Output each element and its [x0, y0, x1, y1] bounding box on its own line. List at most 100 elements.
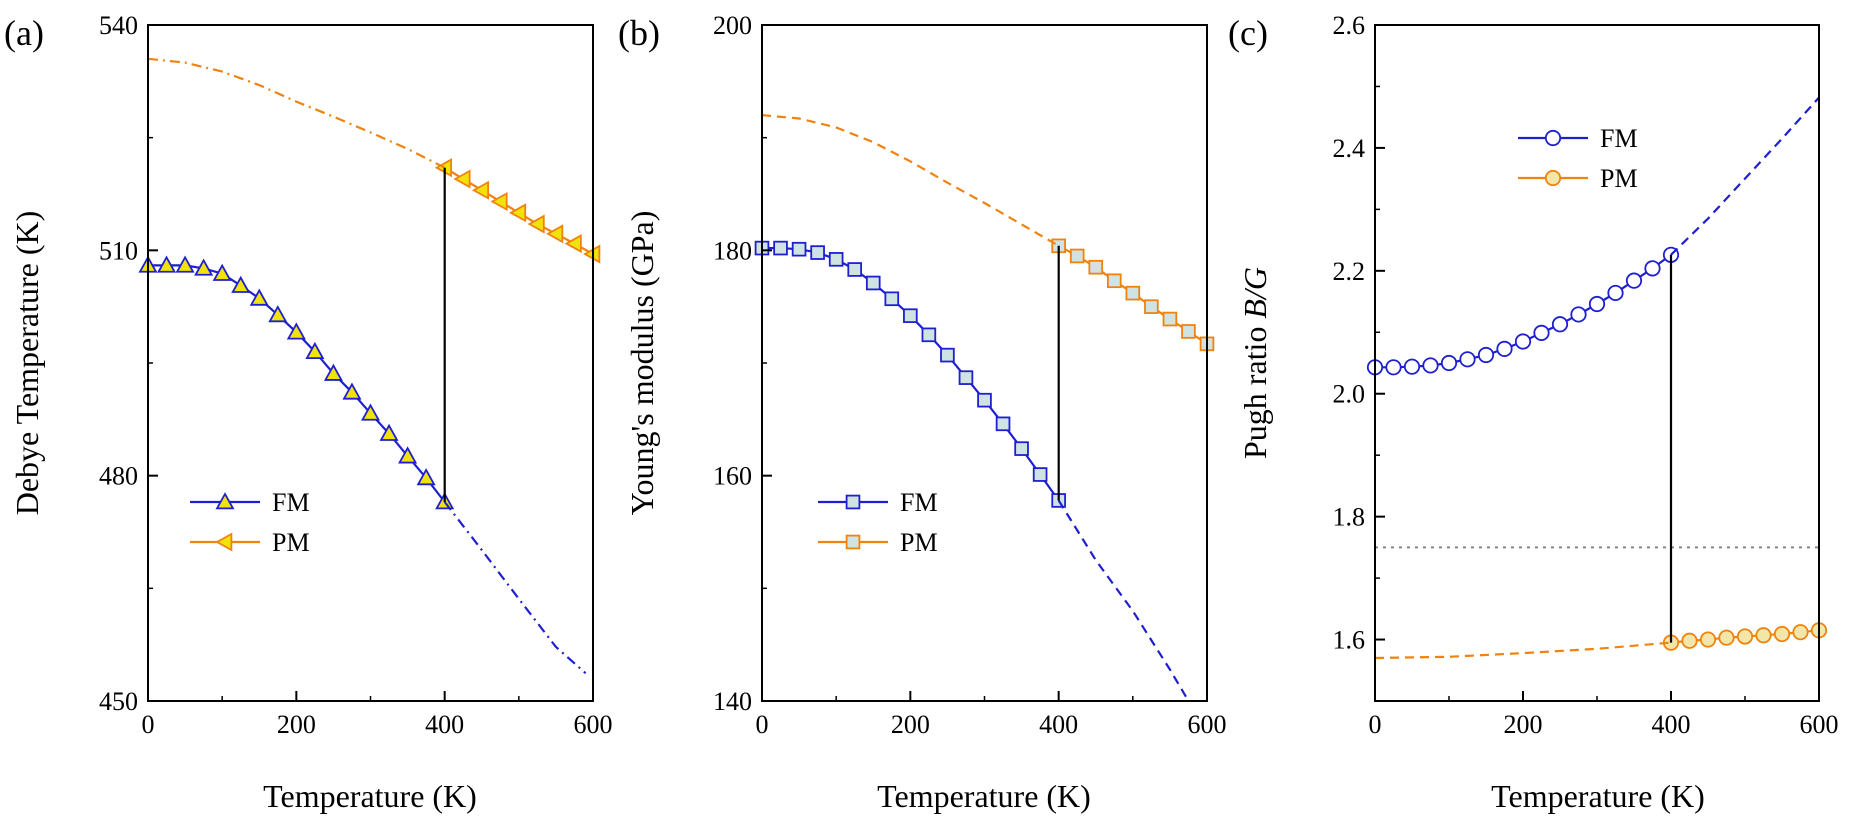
y-tick-label-b-2: 180	[713, 236, 752, 265]
y-axis-label-b: Young's modulus (GPa)	[624, 211, 660, 516]
panel-a: (a) 0 200 400 600 450 480 510 540 Temperature (…	[4, 11, 613, 814]
marker-c-fm-15	[1644, 260, 1661, 277]
marker-a-fm-4	[212, 263, 232, 281]
marker-c-fm-5	[1459, 351, 1476, 368]
marker-a-pm-1	[453, 169, 471, 189]
legend-label-c-fm: FM	[1600, 124, 1638, 153]
marker-b-fm-8	[903, 308, 918, 323]
legend-marker-b-fm	[845, 494, 861, 510]
y-tick-label-c-5: 2.6	[1333, 11, 1366, 40]
plot-area-b	[754, 114, 1215, 702]
y-tick-label-a-0: 450	[99, 687, 138, 716]
marker-b-fm-2	[791, 241, 807, 257]
marker-a-pm-3	[490, 191, 508, 212]
marker-a-fm-5	[231, 275, 251, 293]
marker-c-fm-11	[1570, 306, 1587, 323]
x-tick-label-a-1: 200	[277, 710, 316, 739]
marker-c-pm-4	[1736, 628, 1754, 645]
marker-b-fm-5	[847, 262, 863, 277]
x-tick-label-c-0: 0	[1369, 710, 1382, 739]
marker-c-pm-1	[1681, 632, 1698, 649]
ticks-a: 0 200 400 600 450 480 510 540	[99, 11, 613, 739]
series-c-fm	[1375, 253, 1672, 369]
legend-label-b-fm: FM	[900, 488, 938, 517]
series-b-pm-extrapolated	[761, 114, 1060, 247]
x-tick-label-c-1: 200	[1504, 710, 1543, 739]
marker-a-fm-2	[175, 255, 195, 273]
panel-c: (c) 0 200 400 600 1.6 1.8 2.0 2.2 2.4 2.6 Tempera…	[1228, 11, 1839, 814]
marker-b-fm-12	[977, 392, 992, 408]
marker-b-pm-4	[1125, 285, 1141, 301]
y-tick-label-c-0: 1.6	[1333, 626, 1366, 655]
marker-a-pm-5	[527, 214, 545, 234]
marker-c-pm-3	[1718, 629, 1735, 646]
legend-label-a-pm: PM	[272, 528, 310, 557]
marker-a-pm-4	[508, 203, 527, 223]
marker-a-fm-1	[157, 255, 177, 273]
marker-c-fm-13	[1607, 284, 1624, 302]
marker-a-pm-6	[546, 224, 564, 244]
x-tick-label-b-2: 400	[1039, 710, 1078, 739]
legend-label-a-fm: FM	[272, 488, 310, 517]
y-tick-label-c-3: 2.2	[1333, 257, 1366, 286]
y-axis-label-a: Debye Temperature (K)	[9, 211, 45, 516]
series-a-fm	[148, 264, 446, 503]
plot-frame-a	[147, 24, 594, 702]
y-tick-label-a-2: 510	[99, 236, 138, 265]
legend-marker-c-pm	[1544, 169, 1562, 187]
marker-b-fm-4	[828, 252, 844, 267]
series-a-fm-extrapolated	[443, 501, 587, 675]
marker-b-pm-6	[1162, 311, 1178, 327]
marker-b-fm-10	[940, 347, 955, 363]
marker-c-fm-8	[1514, 333, 1532, 350]
marker-c-fm-3	[1422, 357, 1439, 374]
marker-c-fm-9	[1533, 324, 1550, 341]
marker-c-fm-12	[1588, 295, 1606, 313]
marker-b-fm-11	[958, 370, 974, 385]
series-a-pm-extrapolated	[147, 57, 446, 169]
marker-a-fm-9	[305, 341, 325, 360]
legend-a: FM PM	[190, 488, 310, 557]
series-c-fm-extrapolated	[1670, 96, 1820, 256]
marker-b-fm-9	[921, 327, 937, 343]
x-tick-label-b-1: 200	[891, 710, 930, 739]
marker-c-pm-2	[1699, 631, 1717, 648]
marker-b-fm-3	[810, 245, 825, 260]
y-tick-label-c-2: 2.0	[1333, 380, 1366, 409]
marker-a-fm-7	[268, 305, 288, 323]
marker-c-pm-7	[1792, 624, 1809, 641]
marker-a-fm-10	[323, 363, 343, 381]
legend-marker-b-pm	[845, 534, 861, 550]
y-tick-label-c-1: 1.8	[1333, 503, 1366, 532]
x-tick-label-a-2: 400	[425, 710, 464, 739]
legend-b: FM PM	[818, 488, 938, 557]
x-axis-label-a: Temperature (K)	[263, 778, 477, 814]
series-c-pm-extrapolated	[1374, 641, 1672, 660]
marker-c-fm-7	[1496, 340, 1513, 357]
marker-b-fm-7	[884, 291, 900, 307]
marker-b-fm-13	[995, 416, 1011, 432]
marker-a-fm-8	[286, 322, 306, 340]
legend-marker-a-fm	[215, 492, 235, 510]
ticks-b: 0 200 400 600 140 160 180 200	[713, 11, 1227, 739]
legend-label-b-pm: PM	[900, 528, 938, 557]
marker-b-fm-6	[865, 275, 881, 291]
series-b-fm-extrapolated	[1057, 499, 1190, 702]
legend-marker-a-pm	[215, 532, 233, 552]
plot-area-c	[1366, 96, 1828, 660]
marker-b-pm-7	[1181, 324, 1196, 339]
marker-b-pm-3	[1106, 273, 1122, 289]
marker-b-pm-2	[1088, 259, 1104, 275]
plot-area-a	[138, 57, 601, 675]
y-tick-label-a-1: 480	[99, 462, 138, 491]
marker-c-fm-14	[1625, 272, 1643, 289]
marker-b-fm-15	[1032, 467, 1048, 482]
legend-label-c-pm: PM	[1600, 164, 1638, 193]
panel-label-b: (b)	[618, 13, 660, 53]
marker-a-fm-12	[360, 403, 381, 421]
series-b-fm	[762, 247, 1060, 502]
marker-c-fm-6	[1477, 346, 1495, 364]
marker-b-pm-5	[1144, 299, 1159, 314]
marker-b-fm-14	[1014, 441, 1029, 456]
